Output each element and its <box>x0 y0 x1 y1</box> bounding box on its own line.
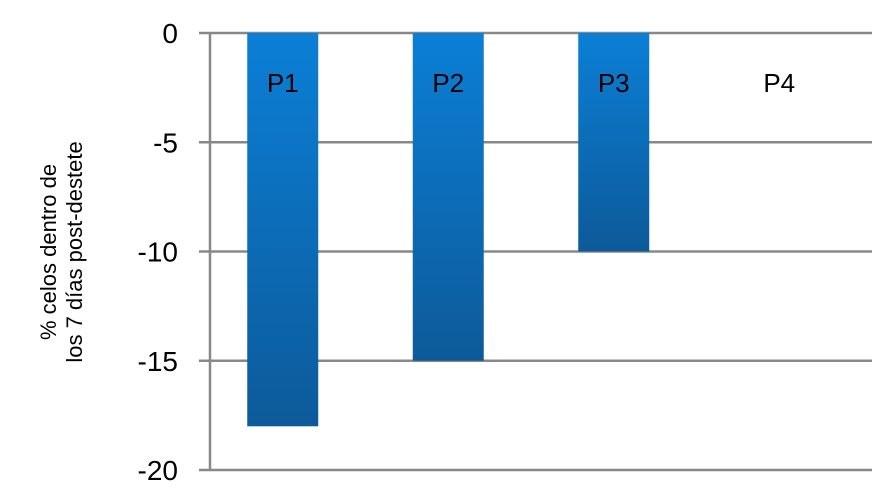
y-tick-label: -5 <box>153 127 178 158</box>
y-axis-label-line-2: los 7 días post-destete <box>62 141 87 362</box>
bar-p2 <box>412 33 484 361</box>
y-tick-label: -10 <box>138 237 178 268</box>
y-axis-label-line-1: % celos dentro de <box>36 164 61 340</box>
category-label: P2 <box>432 68 464 98</box>
y-tick-label: -15 <box>138 346 178 377</box>
y-tick-label: 0 <box>162 18 178 49</box>
category-label: P3 <box>598 68 630 98</box>
y-tick-label: -20 <box>138 455 178 486</box>
bar-p3 <box>578 33 650 252</box>
category-label: P1 <box>267 68 299 98</box>
bar-p1 <box>247 33 319 427</box>
category-label: P4 <box>763 68 795 98</box>
